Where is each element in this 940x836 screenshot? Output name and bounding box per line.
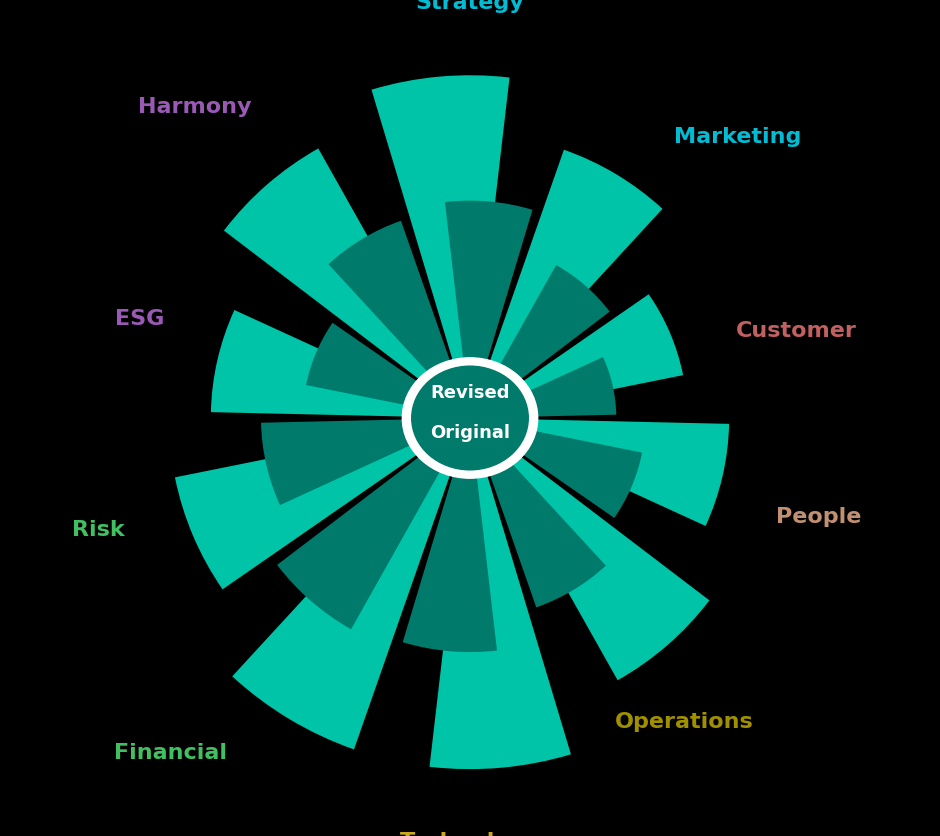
Bar bbox=[328, 221, 463, 403]
Text: Technology: Technology bbox=[400, 832, 540, 836]
Bar bbox=[480, 431, 710, 681]
Bar bbox=[489, 357, 617, 417]
Text: Financial: Financial bbox=[114, 743, 227, 762]
Text: Revised: Revised bbox=[431, 384, 509, 402]
Bar bbox=[402, 438, 497, 652]
Text: People: People bbox=[776, 507, 861, 528]
Bar bbox=[487, 294, 683, 414]
Bar bbox=[445, 201, 532, 398]
Text: Original: Original bbox=[430, 424, 510, 442]
Bar bbox=[224, 149, 460, 405]
Bar bbox=[430, 438, 571, 769]
Bar bbox=[232, 433, 463, 749]
Bar bbox=[175, 422, 453, 589]
Bar bbox=[480, 265, 610, 405]
Text: Strategy: Strategy bbox=[415, 0, 525, 13]
Bar bbox=[489, 419, 729, 526]
Bar bbox=[277, 431, 460, 630]
Bar bbox=[371, 75, 509, 398]
Text: Operations: Operations bbox=[615, 712, 753, 732]
Bar bbox=[306, 323, 453, 414]
Bar bbox=[211, 310, 451, 417]
Bar bbox=[477, 150, 663, 403]
Text: Customer: Customer bbox=[736, 322, 857, 341]
Bar bbox=[477, 433, 606, 608]
Text: Risk: Risk bbox=[71, 520, 124, 540]
Bar bbox=[487, 422, 642, 518]
Bar bbox=[261, 419, 451, 505]
Text: ESG: ESG bbox=[115, 308, 164, 329]
Text: Harmony: Harmony bbox=[138, 97, 251, 117]
Text: Marketing: Marketing bbox=[674, 127, 801, 147]
